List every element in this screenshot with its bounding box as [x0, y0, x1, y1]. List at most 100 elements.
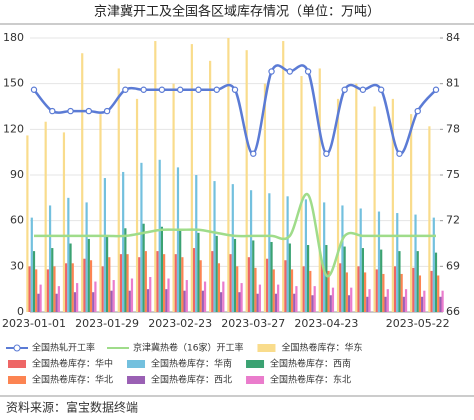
bar — [330, 295, 332, 312]
y-tick-label: 90 — [10, 168, 24, 181]
bar — [428, 126, 430, 312]
bar — [65, 263, 67, 312]
bar — [291, 269, 293, 312]
bar — [143, 224, 145, 312]
bar — [26, 135, 28, 312]
bar — [403, 297, 405, 312]
bar — [197, 233, 199, 312]
bar — [364, 272, 366, 312]
bar — [88, 239, 90, 312]
bar — [69, 244, 71, 313]
line-marker — [178, 87, 183, 92]
bar — [202, 291, 204, 312]
line-marker — [86, 108, 91, 113]
bar — [431, 271, 433, 312]
line-series — [34, 65, 436, 154]
bar — [163, 254, 165, 312]
bar — [373, 107, 375, 313]
y2-tick-label: 84 — [446, 31, 460, 44]
bar — [259, 285, 261, 312]
bar — [195, 175, 197, 312]
bar — [120, 254, 122, 312]
legend-label: 全国热卷库存：西北 — [151, 374, 232, 386]
bar — [236, 266, 238, 312]
y2-tick-label: 69 — [446, 259, 460, 272]
bar — [346, 272, 348, 312]
bar — [380, 250, 382, 312]
x-tick-label: 2023-02-23 — [148, 317, 212, 330]
y-tick-label: 30 — [10, 259, 24, 272]
bar — [238, 292, 240, 312]
legend-swatch — [257, 344, 275, 352]
bar — [51, 248, 53, 312]
bar — [339, 263, 341, 312]
line-marker — [251, 151, 256, 156]
bar — [350, 288, 352, 312]
bar — [45, 122, 47, 312]
bar — [211, 251, 213, 312]
bar — [126, 254, 128, 312]
bar — [118, 68, 120, 312]
bar — [154, 41, 156, 312]
bar — [37, 294, 39, 312]
bar — [200, 260, 202, 312]
bar — [337, 99, 339, 312]
line-marker — [379, 87, 384, 92]
bar — [140, 163, 142, 312]
bar — [341, 205, 343, 312]
bar — [250, 190, 252, 312]
legend-label: 全国热卷库存：华南 — [151, 358, 232, 370]
bar — [284, 260, 286, 312]
bar — [213, 181, 215, 312]
bar — [149, 277, 151, 312]
bar — [314, 286, 316, 312]
line-marker — [342, 87, 347, 92]
x-tick-label: 2023-01-29 — [75, 317, 139, 330]
bar — [209, 61, 211, 312]
bar — [138, 257, 140, 312]
bar — [86, 202, 88, 312]
bar — [273, 269, 275, 312]
bar — [179, 230, 181, 312]
bar — [268, 193, 270, 312]
line-marker — [123, 87, 128, 92]
legend-item: 全国热卷库存：西南 — [246, 358, 351, 370]
x-tick-label: 2023-04-23 — [294, 317, 358, 330]
bar — [368, 289, 370, 312]
line-marker — [196, 87, 201, 92]
line-marker — [159, 87, 164, 92]
bar — [47, 269, 49, 312]
bar — [35, 269, 37, 312]
bar — [33, 251, 35, 312]
x-tick-label: 2023-05-22 — [386, 317, 450, 330]
x-tick-label: 2023-01-01 — [2, 317, 66, 330]
bar — [305, 199, 307, 312]
bar — [63, 132, 65, 312]
bar — [382, 274, 384, 312]
bar — [275, 294, 277, 312]
bar — [90, 260, 92, 312]
x-tick-label: 2023-03-27 — [221, 317, 285, 330]
y2-tick-label: 78 — [446, 122, 460, 135]
bar — [433, 218, 435, 312]
legend-label: 全国热卷库存：东北 — [270, 374, 351, 386]
bar — [295, 286, 297, 312]
legend-label: 全国热轧开工率 — [32, 342, 95, 354]
bar — [360, 208, 362, 312]
line-marker — [31, 87, 36, 92]
y2-tick-label: 72 — [446, 214, 460, 227]
line-marker — [360, 87, 365, 92]
bar — [49, 205, 51, 312]
bar — [159, 160, 161, 312]
legend-item: 全国热卷库存：华东 — [257, 342, 362, 354]
line-marker — [269, 69, 274, 74]
bar — [344, 247, 346, 312]
bar — [325, 245, 327, 312]
bar — [129, 291, 131, 312]
bar — [405, 289, 407, 312]
bar — [293, 294, 295, 312]
bar — [394, 266, 396, 312]
y-tick-label: 120 — [3, 122, 24, 135]
bar — [81, 53, 83, 312]
bar — [319, 68, 321, 312]
